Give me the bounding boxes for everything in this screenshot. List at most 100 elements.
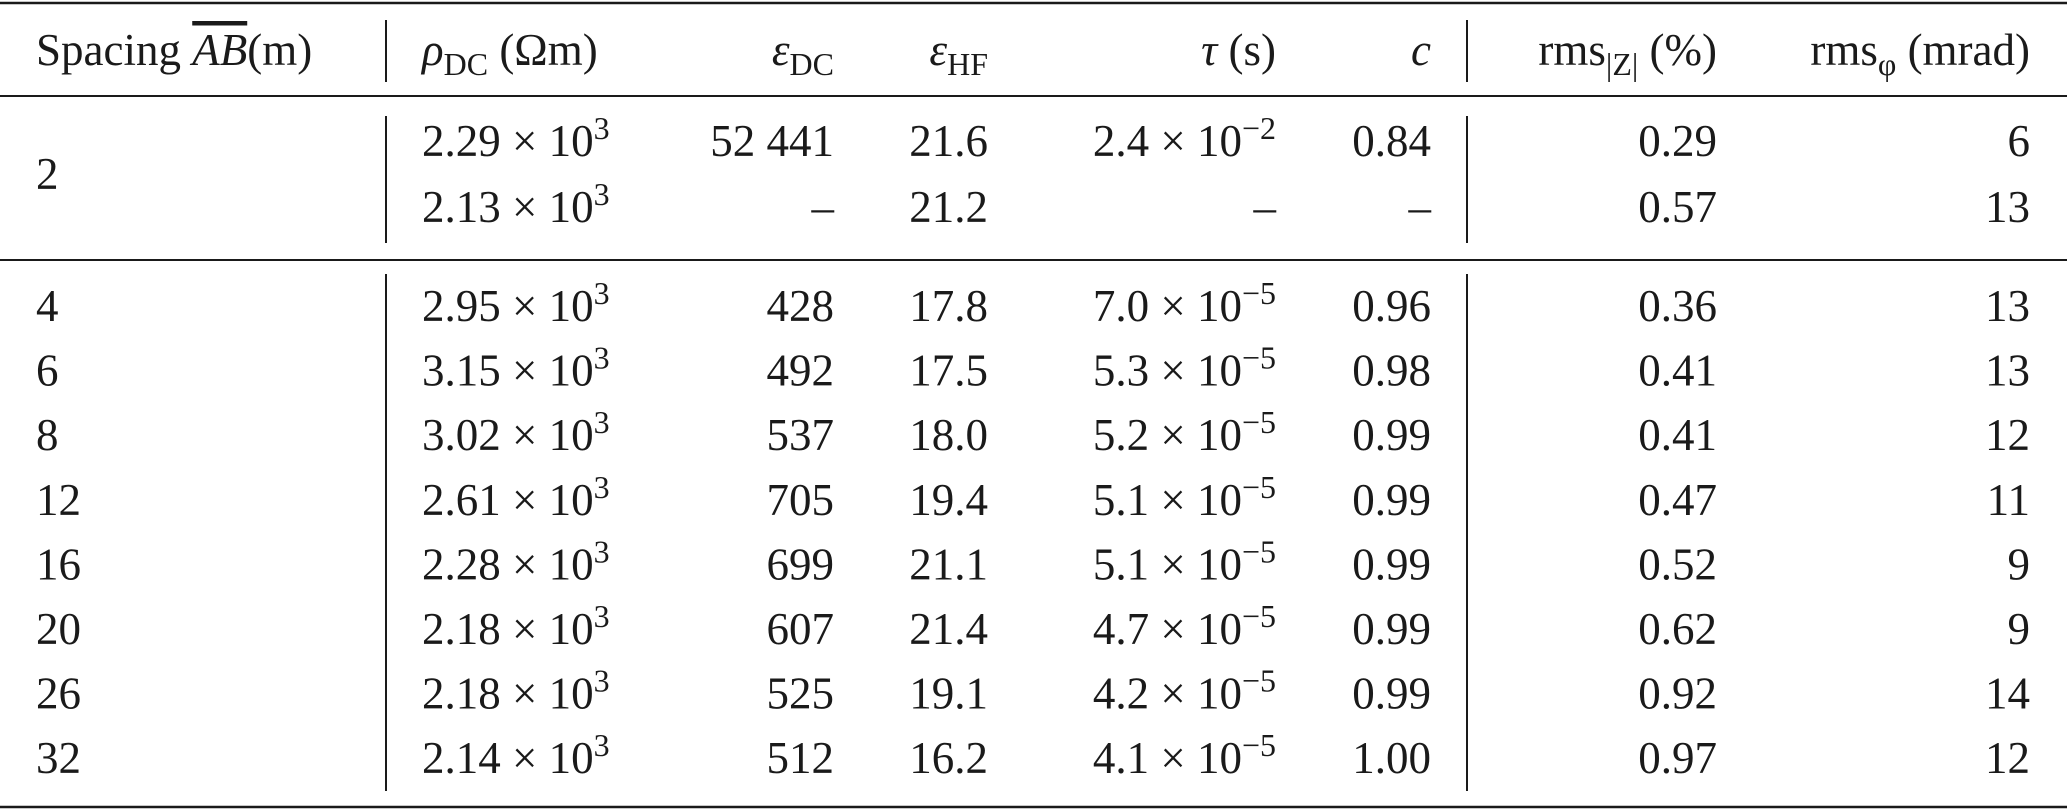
table-cell: 2.14 × 103 xyxy=(422,727,610,783)
header-cell: Spacing AB(m) xyxy=(36,25,312,75)
cell-text: 0.98 xyxy=(1352,346,1431,396)
table-cell: 0.99 xyxy=(1352,604,1431,654)
table-cell: 9 xyxy=(2008,539,2031,589)
superscript: 3 xyxy=(594,275,610,311)
cell-text: 0.99 xyxy=(1352,669,1431,719)
table-cell: 12 xyxy=(36,475,81,525)
subscript: HF xyxy=(947,46,988,82)
cell-text: 2.28 × 10 xyxy=(422,539,594,589)
cell-text: 32 xyxy=(36,733,81,783)
cell-text: 16.2 xyxy=(909,733,988,783)
subscript: DC xyxy=(444,46,488,82)
cell-text: 2.4 × 10 xyxy=(1093,116,1242,166)
superscript: 3 xyxy=(594,663,610,699)
subscript: DC xyxy=(790,46,834,82)
table-cell: 12 xyxy=(1985,410,2030,460)
table-cell: 17.8 xyxy=(909,281,988,331)
cell-text: 607 xyxy=(767,604,835,654)
cell-text: 20 xyxy=(36,604,81,654)
superscript: −5 xyxy=(1242,598,1276,634)
table-cell: 2.18 × 103 xyxy=(422,663,610,719)
cell-text: 14 xyxy=(1985,669,2030,719)
table-cell: 0.41 xyxy=(1638,346,1717,396)
cell-text: 12 xyxy=(1985,410,2030,460)
table-cell: 7.0 × 10−5 xyxy=(1093,275,1276,331)
cell-text: 16 xyxy=(36,539,81,589)
spacing-cell: 2 xyxy=(36,149,59,199)
table-cell: 705 xyxy=(767,475,835,525)
header-cell: ρDC (Ωm) xyxy=(420,25,598,82)
cell-text: 428 xyxy=(767,281,835,331)
superscript: 3 xyxy=(594,469,610,505)
table-cell: 0.99 xyxy=(1352,539,1431,589)
table-cell: 2.95 × 103 xyxy=(422,275,610,331)
table-cell: 2.18 × 103 xyxy=(422,598,610,654)
cell-text: 4 xyxy=(36,281,59,331)
cell-text: 0.99 xyxy=(1352,410,1431,460)
column-separators xyxy=(385,20,1468,791)
table-cell: 0.84 xyxy=(1352,116,1431,166)
cell-text: rms xyxy=(1810,25,1878,75)
suffix: (s) xyxy=(1217,25,1276,75)
superscript: −5 xyxy=(1242,663,1276,699)
table-cell: 11 xyxy=(1987,475,2030,525)
cell-text: ε xyxy=(929,25,947,75)
header-cell: c xyxy=(1411,25,1431,75)
cell-text: 3.02 × 10 xyxy=(422,410,594,460)
table-cell: 525 xyxy=(767,669,835,719)
cell-text: c xyxy=(1411,25,1431,75)
table-cell: 13 xyxy=(1985,281,2030,331)
table-cell: 18.0 xyxy=(909,410,988,460)
suffix: (%) xyxy=(1638,25,1717,75)
table-cell: 12 xyxy=(1985,733,2030,783)
cell-text: 0.47 xyxy=(1638,475,1717,525)
cell-text: 0.62 xyxy=(1638,604,1717,654)
table-cell: 5.2 × 10−5 xyxy=(1093,404,1276,460)
cell-text: 52 441 xyxy=(710,116,834,166)
cell-text: 492 xyxy=(767,346,835,396)
table-cell: 13 xyxy=(1985,346,2030,396)
table-cell: 537 xyxy=(767,410,835,460)
table-cell: 0.29 xyxy=(1638,116,1717,166)
header-cell: εDC xyxy=(772,25,834,82)
superscript: −5 xyxy=(1242,275,1276,311)
superscript: 3 xyxy=(594,176,610,212)
superscript: −5 xyxy=(1242,533,1276,569)
table-cell: 21.1 xyxy=(909,539,988,589)
cell-text: 537 xyxy=(767,410,835,460)
table-cell: 3.15 × 103 xyxy=(422,340,610,396)
cell-text: 0.99 xyxy=(1352,604,1431,654)
table-cell: 6 xyxy=(36,346,59,396)
cell-text: 13 xyxy=(1985,281,2030,331)
table-cell: 9 xyxy=(2008,604,2031,654)
cell-text: 12 xyxy=(36,475,81,525)
header-cell: τ (s) xyxy=(1201,25,1276,75)
table-cell: 1.00 xyxy=(1352,733,1431,783)
cell-text: 5.2 × 10 xyxy=(1093,410,1242,460)
table-cell: 21.2 xyxy=(909,182,988,232)
table-cell: 2.61 × 103 xyxy=(422,469,610,525)
superscript: 3 xyxy=(594,727,610,763)
cell-text: 2.95 × 10 xyxy=(422,281,594,331)
suffix: (mrad) xyxy=(1896,25,2030,75)
cell-text: 705 xyxy=(767,475,835,525)
cell-text: 21.6 xyxy=(909,116,988,166)
table-cell: – xyxy=(1408,182,1432,232)
header-cell: rms|Z| (%) xyxy=(1538,25,1717,82)
cell-text: 13 xyxy=(1985,182,2030,232)
cell-text: 2.61 × 10 xyxy=(422,475,594,525)
table-cell: 21.4 xyxy=(909,604,988,654)
cell-text: 6 xyxy=(2008,116,2031,166)
cell-text: 19.4 xyxy=(909,475,988,525)
cell-text: 5.3 × 10 xyxy=(1093,346,1242,396)
table-cell: 0.52 xyxy=(1638,539,1717,589)
table-cell: 607 xyxy=(767,604,835,654)
superscript: 3 xyxy=(594,533,610,569)
superscript: 3 xyxy=(594,340,610,376)
cell-text: 18.0 xyxy=(909,410,988,460)
cell-text: rms xyxy=(1538,25,1606,75)
cell-text: 0.36 xyxy=(1638,281,1717,331)
cell-text: 4.2 × 10 xyxy=(1093,669,1242,719)
